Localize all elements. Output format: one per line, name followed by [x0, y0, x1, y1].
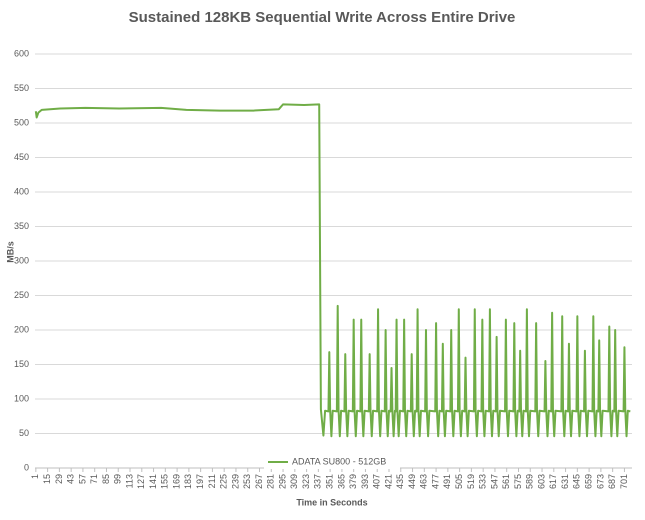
x-tick-label: 155: [160, 474, 170, 489]
x-tick-label: 1: [30, 474, 40, 479]
x-tick-label: 393: [360, 474, 370, 489]
x-tick-label: 547: [489, 474, 499, 489]
x-tick-label: 407: [372, 474, 382, 489]
y-tick-label: 150: [14, 359, 29, 369]
x-tick-label: 337: [313, 474, 323, 489]
x-tick-label: 533: [478, 474, 488, 489]
x-tick-label: 127: [136, 474, 146, 489]
x-tick-label: 183: [183, 474, 193, 489]
y-tick-label: 500: [14, 117, 29, 127]
x-tick-label: 141: [148, 474, 158, 489]
y-tick-label: 200: [14, 324, 29, 334]
x-tick-label: 43: [66, 474, 76, 484]
x-tick-label: 351: [325, 474, 335, 489]
x-tick-label: 505: [454, 474, 464, 489]
x-tick-label: 295: [277, 474, 287, 489]
y-tick-label: 550: [14, 83, 29, 93]
x-tick-label: 617: [548, 474, 558, 489]
x-tick-label: 449: [407, 474, 417, 489]
x-tick-label: 631: [560, 474, 570, 489]
y-tick-label: 400: [14, 186, 29, 196]
x-tick-label: 421: [383, 474, 393, 489]
x-tick-label: 491: [442, 474, 452, 489]
x-tick-label: 99: [113, 474, 123, 484]
x-tick-label: 239: [230, 474, 240, 489]
y-tick-label: 50: [19, 428, 29, 438]
x-tick-label: 379: [348, 474, 358, 489]
data-line: [34, 103, 631, 438]
x-tick-label: 603: [536, 474, 546, 489]
x-tick-label: 225: [219, 474, 229, 489]
y-axis-title: MB/s: [5, 241, 15, 263]
y-tick-label: 300: [14, 255, 29, 265]
x-tick-label: 659: [583, 474, 593, 489]
x-tick-label: 477: [430, 474, 440, 489]
x-tick-label: 435: [395, 474, 405, 489]
y-tick-label: 600: [14, 48, 29, 58]
legend-label: ADATA SU800 - 512GB: [292, 456, 386, 466]
x-tick-label: 113: [124, 474, 134, 488]
x-tick-label: 267: [254, 474, 264, 489]
y-tick-label: 250: [14, 290, 29, 300]
x-tick-label: 71: [89, 474, 99, 484]
x-tick-label: 561: [501, 474, 511, 489]
x-tick-label: 211: [207, 474, 217, 488]
x-tick-label: 15: [42, 474, 52, 484]
x-tick-label: 57: [77, 474, 87, 484]
x-tick-label: 29: [54, 474, 64, 484]
x-tick-label: 309: [289, 474, 299, 489]
x-tick-label: 687: [607, 474, 617, 489]
legend-background: [264, 455, 400, 469]
x-tick-label: 169: [171, 474, 181, 489]
x-tick-label: 575: [513, 474, 523, 489]
x-tick-label: 673: [595, 474, 605, 489]
x-tick-label: 365: [336, 474, 346, 489]
x-tick-label: 281: [266, 474, 276, 489]
x-tick-label: 253: [242, 474, 252, 489]
x-tick-label: 519: [466, 474, 476, 489]
x-tick-label: 323: [301, 474, 311, 489]
y-tick-label: 0: [24, 462, 29, 472]
y-tick-label: 100: [14, 393, 29, 403]
x-tick-label: 85: [101, 474, 111, 484]
chart-title: Sustained 128KB Sequential Write Across …: [129, 9, 516, 26]
x-tick-label: 701: [619, 474, 629, 489]
x-tick-label: 197: [195, 474, 205, 489]
y-tick-label: 350: [14, 221, 29, 231]
x-tick-label: 645: [572, 474, 582, 489]
y-tick-label: 450: [14, 152, 29, 162]
x-tick-label: 589: [525, 474, 535, 489]
x-axis-title: Time in Seconds: [296, 497, 367, 507]
x-tick-label: 463: [419, 474, 429, 489]
